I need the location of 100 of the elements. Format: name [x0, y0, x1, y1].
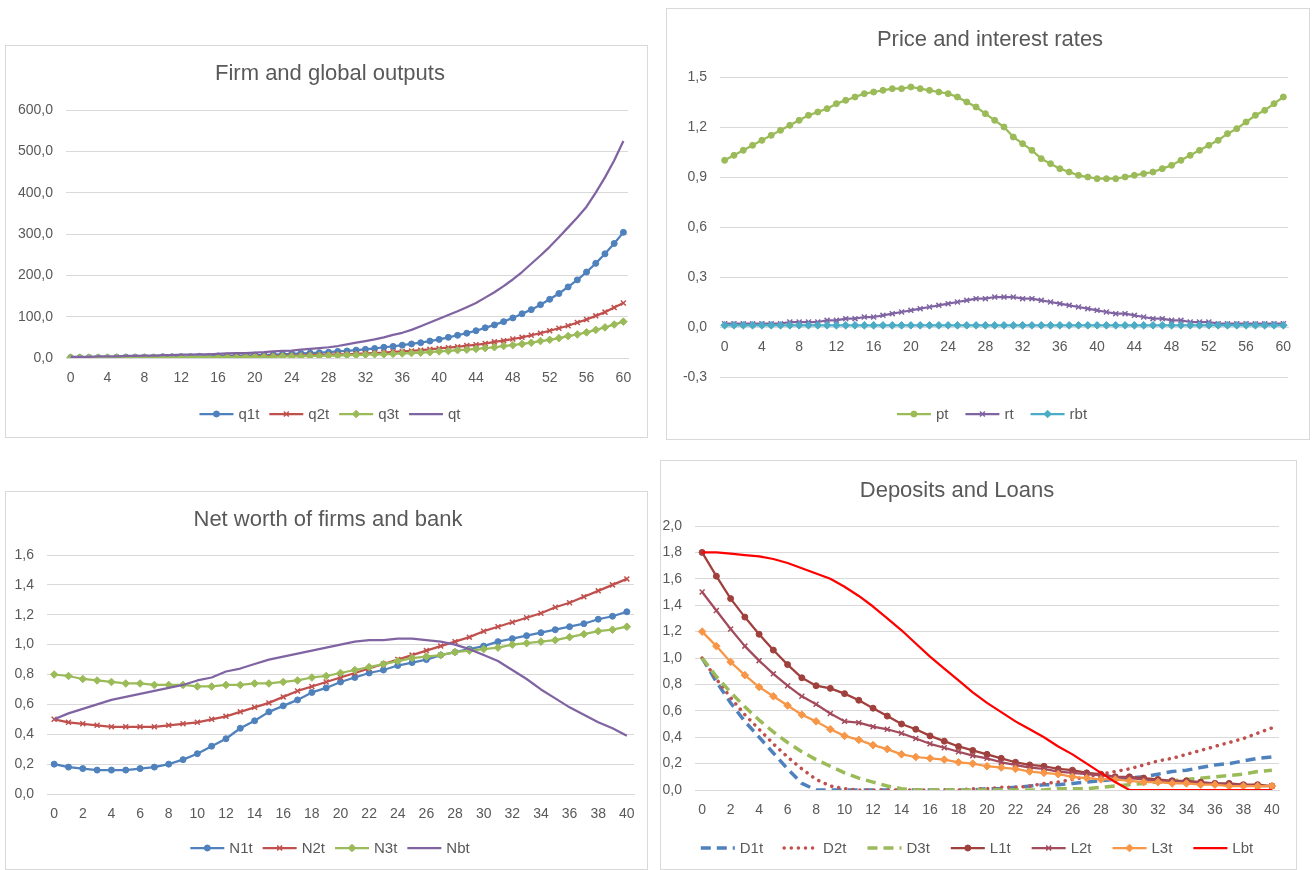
x-tick-label: 16: [922, 801, 939, 818]
x-tick-label: 8: [140, 369, 149, 386]
legend-label: D3t: [906, 839, 931, 857]
x-tick-label: 40: [431, 369, 448, 386]
x-tick-label: 32: [357, 369, 374, 386]
legend-label: q2t: [308, 405, 330, 423]
x-tick-label: 24: [940, 338, 957, 355]
x-tick-label: 28: [447, 805, 464, 822]
y-tick-label: 0,6: [662, 701, 683, 718]
y-tick-label: 0,0: [662, 780, 683, 797]
y-tick-label: -0,3: [682, 367, 708, 384]
x-tick-label: 60: [615, 369, 632, 386]
x-tick-label: 8: [795, 338, 804, 355]
chart-title: Deposits and Loans: [859, 477, 1055, 503]
x-tick-label: 26: [418, 805, 435, 822]
y-tick-label: 1,4: [662, 596, 683, 613]
x-tick-label: 16: [210, 369, 227, 386]
x-tick-label: 18: [304, 805, 320, 822]
x-tick-label: 22: [1007, 801, 1024, 818]
x-tick-label: 12: [865, 801, 882, 818]
legend-label: D1t: [739, 839, 764, 857]
legend-label: N1t: [229, 839, 254, 857]
x-tick-label: 4: [103, 369, 112, 386]
x-tick-label: 48: [1163, 338, 1180, 355]
x-tick-label: 10: [189, 805, 206, 822]
x-tick-label: 36: [1052, 338, 1068, 355]
legend-label: L1t: [989, 839, 1012, 857]
x-tick-label: 6: [783, 801, 792, 818]
y-tick-label: 1,4: [14, 575, 35, 592]
x-tick-label: 32: [1150, 801, 1166, 818]
legend-label: q3t: [378, 405, 400, 423]
x-tick-label: 60: [1275, 338, 1292, 355]
x-tick-label: 20: [247, 369, 263, 386]
y-tick-label: 0,8: [662, 675, 683, 692]
x-tick-label: 44: [1126, 338, 1143, 355]
x-tick-label: 8: [812, 801, 821, 818]
y-tick-label: 200,0: [17, 266, 54, 283]
x-tick-label: 36: [1207, 801, 1223, 818]
y-tick-label: 500,0: [17, 142, 54, 159]
y-tick-label: 0,0: [33, 348, 54, 365]
y-tick-label: 1,5: [687, 67, 708, 84]
x-tick-label: 48: [505, 369, 521, 386]
y-tick-label: 0,2: [14, 754, 35, 771]
x-tick-label: 16: [275, 805, 292, 822]
y-tick-label: 1,2: [662, 622, 683, 639]
x-tick-label: 38: [590, 805, 607, 822]
x-tick-label: 52: [1201, 338, 1217, 355]
x-tick-label: 12: [828, 338, 845, 355]
y-tick-label: 300,0: [17, 224, 54, 241]
legend-label: L2t: [1070, 839, 1093, 857]
x-tick-label: 24: [389, 805, 406, 822]
x-tick-label: 4: [755, 801, 764, 818]
x-tick-label: 28: [320, 369, 337, 386]
x-tick-label: 40: [619, 805, 635, 822]
x-tick-label: 2: [78, 805, 87, 822]
x-tick-label: 14: [246, 805, 263, 822]
x-tick-label: 14: [893, 801, 910, 818]
chart-title: Firm and global outputs: [215, 60, 445, 86]
y-tick-label: 0,9: [687, 167, 708, 184]
y-tick-label: 0,0: [14, 784, 35, 801]
y-tick-label: 1,8: [662, 543, 683, 560]
y-tick-label: 100,0: [17, 307, 54, 324]
x-tick-label: 40: [1089, 338, 1106, 355]
x-tick-label: 22: [361, 805, 378, 822]
legend-label: rbt: [1069, 405, 1088, 423]
x-tick-label: 32: [1014, 338, 1031, 355]
x-tick-label: 28: [977, 338, 994, 355]
y-tick-label: 0,4: [662, 728, 683, 745]
legend-label: Lbt: [1232, 839, 1255, 857]
legend-label: L3t: [1151, 839, 1174, 857]
x-tick-label: 6: [136, 805, 145, 822]
x-tick-label: 10: [836, 801, 853, 818]
x-tick-label: 20: [903, 338, 919, 355]
y-tick-label: 0,6: [14, 695, 35, 712]
x-tick-label: 32: [504, 805, 521, 822]
y-tick-label: 0,6: [687, 217, 708, 234]
y-tick-label: 0,4: [14, 725, 35, 742]
legend-label: Nbt: [446, 839, 471, 857]
y-tick-label: 0,2: [662, 754, 683, 771]
legend-label: pt: [935, 405, 950, 423]
x-tick-label: 12: [218, 805, 234, 822]
legend-label: q1t: [238, 405, 261, 423]
y-tick-label: 1,2: [687, 117, 708, 134]
x-tick-label: 20: [979, 801, 995, 818]
x-tick-label: 26: [1064, 801, 1081, 818]
chart-title: Price and interest rates: [876, 26, 1104, 52]
y-tick-label: 1,6: [662, 569, 683, 586]
x-tick-label: 40: [1264, 801, 1280, 818]
x-tick-label: 2: [726, 801, 735, 818]
y-tick-label: 2,0: [662, 516, 683, 533]
legend-label: D2t: [823, 839, 848, 857]
legend-label: rt: [1004, 405, 1015, 423]
x-tick-label: 12: [173, 369, 190, 386]
legend-label: N2t: [301, 839, 326, 857]
x-tick-label: 0: [698, 801, 707, 818]
y-tick-label: 0,3: [687, 267, 708, 284]
x-tick-label: 56: [1238, 338, 1255, 355]
x-tick-label: 36: [394, 369, 411, 386]
x-tick-label: 36: [561, 805, 578, 822]
x-tick-label: 44: [468, 369, 484, 386]
